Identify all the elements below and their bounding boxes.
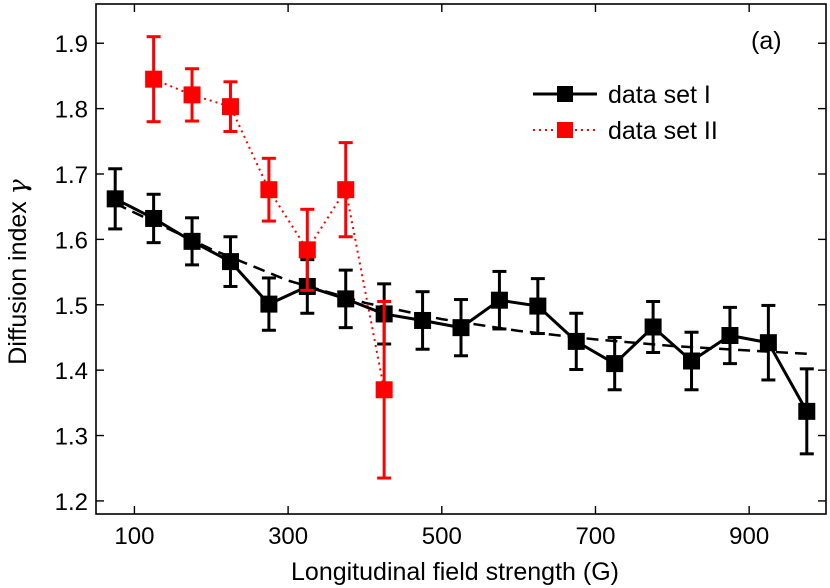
data-point [644,318,662,336]
data-point [721,327,739,344]
series-2 [145,35,393,480]
y-axis-title-symbol: γ [3,179,32,194]
y-tick-label: 1.6 [55,227,88,254]
y-axis-title: Diffusion index γ [3,179,32,364]
y-tick-label: 1.2 [55,489,88,516]
x-tick-label: 900 [729,523,769,550]
legend-marker-series-2 [557,122,573,138]
data-point [529,297,547,315]
x-tick-label: 300 [268,523,308,550]
data-point [298,241,316,259]
data-point [183,86,201,104]
data-point [567,332,585,350]
x-tick-label: 100 [114,523,154,550]
x-tick-label: 500 [422,523,462,550]
legend-label-series-1: data set I [608,81,711,109]
y-tick-label: 1.5 [55,293,88,320]
series-1 [106,167,816,456]
y-tick-label: 1.9 [55,31,88,58]
data-point [490,291,508,309]
data-point [183,232,201,250]
ticks-layer: 100 300 500 700 900 1.2 1.3 1.4 1.5 1.6 1.7 1.8 1.9 [55,4,826,550]
data-point [606,355,624,373]
data-point [145,209,163,227]
axes-frame [95,3,827,515]
y-tick-label: 1.7 [55,162,88,189]
y-tick-label: 1.3 [55,424,88,451]
legend-marker-series-1 [557,86,573,102]
legend: data set I data set II [533,81,718,145]
data-point [221,253,239,271]
data-point [759,334,777,352]
data-point [375,381,393,399]
panel-label: (a) [751,27,782,55]
data-point [337,181,355,199]
series-layer [106,35,816,480]
data-point [452,319,470,337]
data-point [414,311,432,329]
x-tick-label: 700 [575,523,615,550]
data-point [683,352,701,370]
legend-label-series-2: data set II [608,117,718,145]
data-point [145,70,163,88]
y-axis-title-text: Diffusion index [4,201,32,365]
data-point [221,98,239,116]
y-tick-label: 1.4 [55,358,88,385]
y-tick-label: 1.8 [55,97,88,124]
data-point [260,295,278,313]
x-axis-title: Longitudinal field strength (G) [291,558,619,586]
data-point [798,402,816,420]
data-point [106,190,124,208]
data-point [260,181,278,199]
data-point [337,290,355,308]
axes-layer [95,3,827,515]
